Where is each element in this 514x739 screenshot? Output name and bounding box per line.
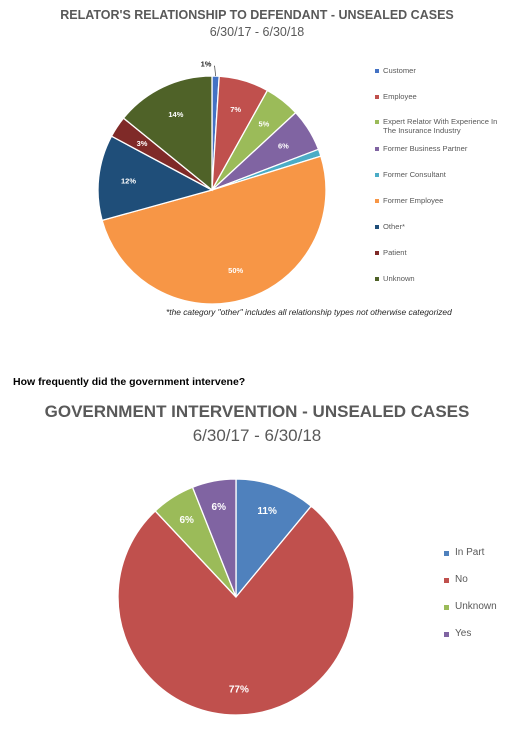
legend-label: Customer (383, 66, 416, 75)
legend-item-other: Other* (375, 222, 505, 231)
chart1-footnote: *the category "other" includes all relat… (166, 307, 452, 317)
pie2-slice-in-part (235, 478, 313, 599)
legend-label: Former Business Partner (383, 144, 468, 153)
legend-swatch (375, 250, 379, 255)
chart1-subtitle: 6/30/17 - 6/30/18 (209, 25, 305, 39)
legend-swatch (375, 198, 379, 203)
legend-swatch (444, 550, 449, 556)
pie2-slice-yes (191, 478, 237, 598)
legend-swatch (375, 119, 379, 124)
chart2-subtitle: 6/30/17 - 6/30/18 (192, 426, 322, 445)
legend-label: No (455, 574, 468, 585)
legend-item-patient: Patient (375, 248, 505, 257)
pie1-slice-former-employee (101, 155, 327, 305)
legend-item-in-part: In Part (444, 547, 509, 559)
legend-item-former-consultant: Former Consultant (375, 170, 505, 179)
pie2-label-unknown: 6% (179, 515, 194, 526)
pie1-label-expert-relator-with-experience-in-the-insurance-industry: 5% (259, 120, 270, 129)
legend-item-unknown: Unknown (444, 601, 509, 613)
legend-label: Former Consultant (383, 170, 446, 179)
legend-swatch (444, 631, 449, 637)
legend-label: Employee (383, 92, 417, 101)
section-question: How frequently did the government interv… (13, 376, 246, 388)
legend-swatch (375, 68, 379, 73)
legend-swatch (375, 224, 379, 229)
pie1-label-unknown: 14% (168, 110, 183, 119)
legend-item-former-employee: Former Employee (375, 196, 505, 205)
legend-swatch (444, 604, 449, 610)
legend-label: Expert Relator With Experience In The In… (383, 117, 498, 135)
pie1-label-former-employee: 50% (228, 266, 243, 275)
pie1-label-other: 12% (121, 176, 136, 185)
legend-swatch (375, 146, 379, 151)
legend-swatch (375, 276, 379, 281)
pie1-leader-line (213, 65, 216, 77)
legend-item-expert-relator-with-experience-in-the-insurance-industry: Expert Relator With Experience In The In… (375, 117, 505, 135)
pie2-label-yes: 6% (212, 502, 227, 513)
legend-label: Unknown (455, 601, 497, 612)
chart2-title: GOVERNMENT INTERVENTION - UNSEALED CASES (44, 402, 470, 421)
legend-swatch (375, 172, 379, 177)
pie1-label-former-business-partner: 6% (278, 141, 289, 150)
pie2-slice-no (117, 505, 355, 716)
pie2-label-in-part: 11% (257, 506, 277, 517)
pie1-label-patient: 3% (137, 139, 148, 148)
legend-item-unknown: Unknown (375, 274, 505, 283)
pie2-label-no: 77% (229, 684, 249, 695)
pie1-label-customer: 1% (201, 60, 212, 69)
legend-item-no: No (444, 574, 509, 586)
legend-label: Patient (383, 248, 407, 257)
legend-item-employee: Employee (375, 92, 505, 101)
legend-label: Yes (455, 628, 472, 639)
legend-swatch (444, 577, 449, 583)
pie1-slice-other (97, 135, 214, 222)
legend-item-customer: Customer (375, 66, 505, 75)
pie1-label-employee: 7% (230, 105, 241, 114)
legend-swatch (375, 94, 379, 99)
pie1-slice-unknown (122, 75, 213, 192)
chart1-title: RELATOR'S RELATIONSHIP TO DEFENDANT - UN… (60, 8, 454, 22)
legend-label: Other* (383, 222, 405, 231)
legend-label: Former Employee (383, 196, 444, 205)
legend-label: In Part (455, 547, 485, 558)
legend-item-former-business-partner: Former Business Partner (375, 144, 505, 153)
legend-item-yes: Yes (444, 628, 509, 640)
legend-label: Unknown (383, 274, 415, 283)
